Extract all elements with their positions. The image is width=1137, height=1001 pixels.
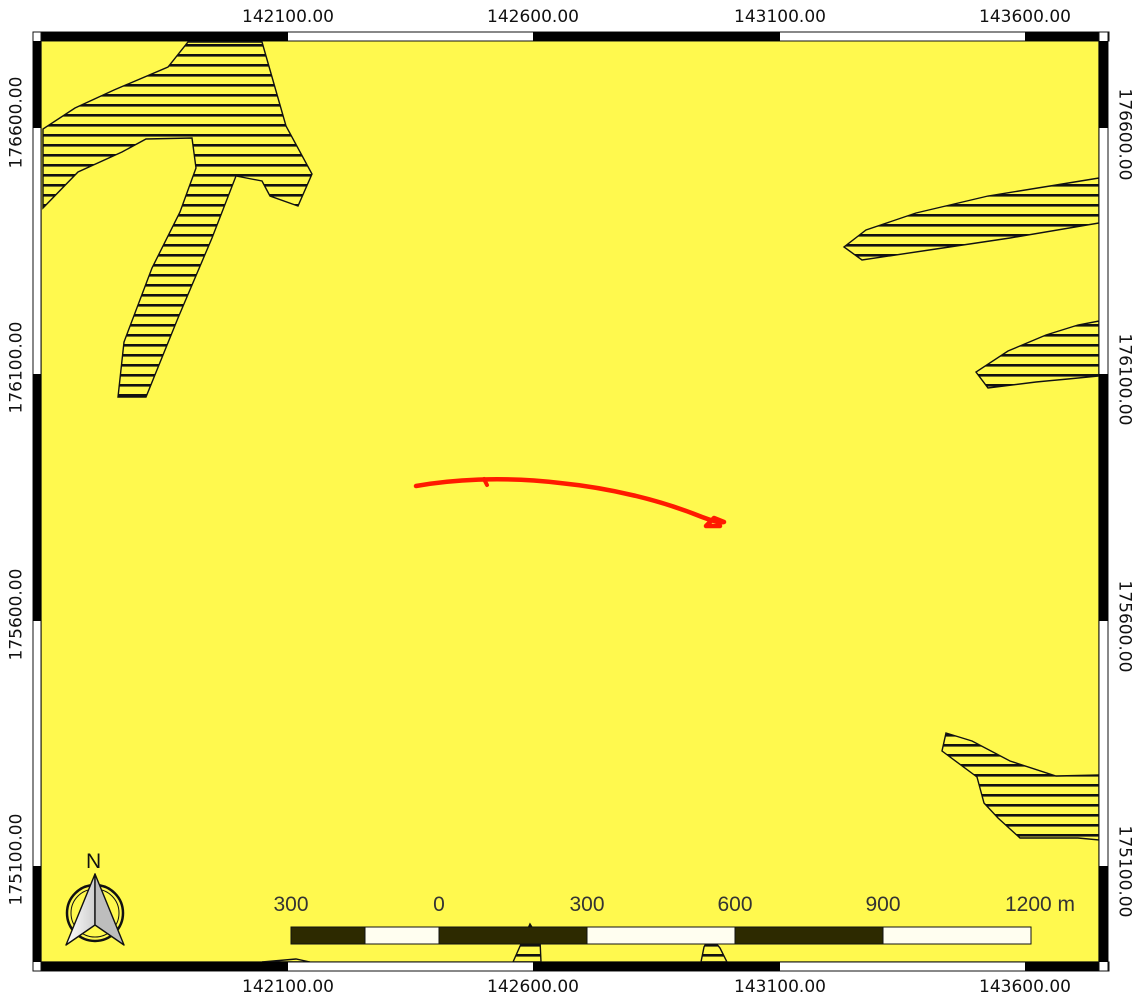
scale-label-2: 0 [433, 893, 445, 916]
x-label-bottom-3: 143100.00 [734, 977, 826, 997]
hatched-polygon-east-middle [974, 320, 1100, 389]
x-label-top-2: 142600.00 [487, 7, 579, 27]
scale-label-5: 900 [865, 893, 901, 916]
north-arrow-letter: N [86, 850, 102, 873]
scale-label-3: 300 [569, 893, 605, 916]
y-label-left-3: 175600.00 [6, 568, 27, 661]
ruler-left [32, 31, 42, 972]
scale-label-1: 300 [273, 893, 309, 916]
hatched-polygon-northwest [42, 41, 313, 398]
scale-bar [290, 926, 1032, 945]
scale-label-6: 1200 m [1004, 893, 1076, 916]
hatched-polygon-southeast [941, 732, 1100, 841]
y-label-left-4: 175100.00 [6, 813, 27, 906]
y-label-right-3: 175600.00 [1114, 580, 1135, 673]
y-label-right-4: 175100.00 [1114, 825, 1135, 918]
x-label-top-3: 143100.00 [734, 7, 826, 27]
x-label-top-1: 142100.00 [242, 7, 334, 27]
hatched-areas [42, 41, 1100, 963]
x-label-bottom-2: 142600.00 [487, 977, 579, 997]
scale-label-4: 600 [717, 893, 753, 916]
north-arrow-icon [65, 873, 125, 946]
ruler-top [32, 31, 1110, 42]
red-track [413, 477, 727, 529]
hatched-polygon-east-upper [842, 177, 1100, 261]
ruler-right [1098, 31, 1109, 972]
x-label-bottom-4: 143600.00 [979, 977, 1071, 997]
y-label-right-2: 176100.00 [1114, 333, 1135, 426]
y-label-right-1: 176600.00 [1114, 88, 1135, 181]
y-label-left-2: 176100.00 [6, 321, 27, 414]
ruler-bottom [32, 961, 1110, 972]
red-track-mark [482, 477, 489, 487]
x-label-bottom-1: 142100.00 [242, 977, 334, 997]
y-label-left-1: 176600.00 [6, 76, 27, 169]
x-label-top-4: 143600.00 [979, 7, 1071, 27]
